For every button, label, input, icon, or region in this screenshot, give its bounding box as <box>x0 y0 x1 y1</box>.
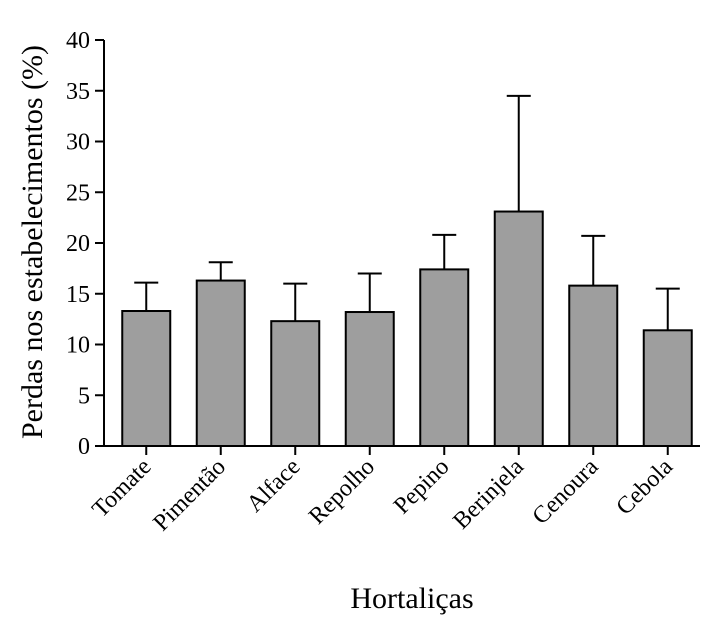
bar-alface <box>270 320 321 447</box>
x-axis-title: Hortaliças <box>350 582 473 615</box>
x-tick-label: Cebola <box>612 454 679 521</box>
x-tick-label: Pepino <box>389 454 455 520</box>
bar-cebola <box>642 329 693 448</box>
x-tick-label: Pimentão <box>149 454 231 536</box>
bar-berinjela <box>493 210 544 447</box>
y-tick-label: 25 <box>66 180 90 206</box>
y-tick-label: 30 <box>66 130 90 156</box>
y-tick-label: 10 <box>66 333 90 359</box>
y-tick-label: 15 <box>66 282 90 308</box>
bar-repolho <box>344 311 395 447</box>
bar-cenoura <box>568 284 619 447</box>
x-tick-label: Repolho <box>304 454 380 530</box>
x-tick-label: Berinjela <box>448 454 529 535</box>
bar-tomate <box>121 310 172 447</box>
y-axis-title: Perdas nos estabelecimentos (%) <box>16 45 49 439</box>
error-bars-group <box>134 94 680 331</box>
y-tick-label: 35 <box>66 79 90 105</box>
y-tick-label: 0 <box>78 434 90 460</box>
y-tick-label: 20 <box>66 231 90 257</box>
bar-pimentão <box>195 279 246 447</box>
bars-group <box>121 210 693 448</box>
x-tick-label: Tomate <box>87 454 156 523</box>
x-tick-label: Cenoura <box>528 454 604 530</box>
y-ticks-group: 0 5 10 15 20 25 30 35 40 <box>66 28 104 460</box>
x-tick-label: Alface <box>242 454 306 518</box>
y-tick-label: 5 <box>78 383 90 409</box>
y-tick-label: 40 <box>66 28 90 54</box>
bar-pepino <box>419 268 470 448</box>
